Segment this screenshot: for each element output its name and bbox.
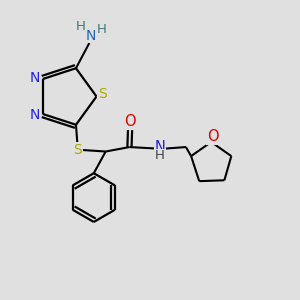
Text: N: N <box>30 109 40 122</box>
Text: O: O <box>124 114 136 129</box>
Text: H: H <box>155 149 165 163</box>
Text: S: S <box>73 143 82 157</box>
Text: N: N <box>30 70 40 85</box>
Text: N: N <box>85 28 96 43</box>
Text: N: N <box>154 140 166 154</box>
Text: H: H <box>76 20 85 33</box>
Text: O: O <box>207 129 218 144</box>
Text: H: H <box>97 23 107 36</box>
Text: S: S <box>98 87 107 101</box>
